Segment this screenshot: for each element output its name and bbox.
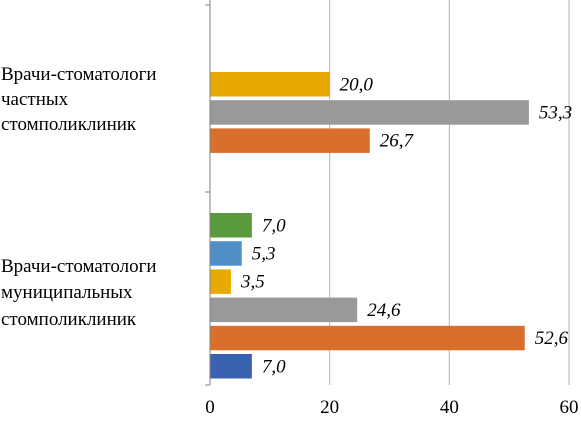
x-tick-label: 60 [560,397,579,418]
bar [210,297,358,323]
x-tick-label: 20 [320,397,339,418]
category-label: муниципальных [1,282,133,303]
data-label: 7,0 [262,356,286,377]
bar [210,241,242,266]
category-label: частных [1,89,69,110]
data-label: 3,5 [240,272,265,293]
data-label: 26,7 [380,131,415,152]
data-label: 5,3 [252,243,276,264]
data-label: 24,6 [367,300,401,321]
bar [210,100,529,125]
x-tick-label: 0 [205,397,215,418]
bar [210,72,330,97]
bars [210,72,529,379]
bar [210,354,252,379]
data-label: 20,0 [340,74,374,95]
category-label: Врачи-стоматологи [1,64,157,85]
bar [210,128,370,153]
bar [210,325,525,351]
category-label: Врачи-стоматологи [1,256,157,277]
data-label: 53,3 [539,102,572,123]
category-label: стомполиклиник [1,114,137,135]
data-label: 7,0 [262,215,286,236]
bar [210,269,231,294]
labels: 0 20 40 60 20,0 53,3 26,7 Врачи-стоматологи част… [1,64,579,418]
axes [205,0,211,386]
bar [210,213,252,238]
x-tick-label: 40 [440,397,459,418]
category-label: стомполиклиник [1,309,137,330]
data-label: 52,6 [535,328,569,349]
